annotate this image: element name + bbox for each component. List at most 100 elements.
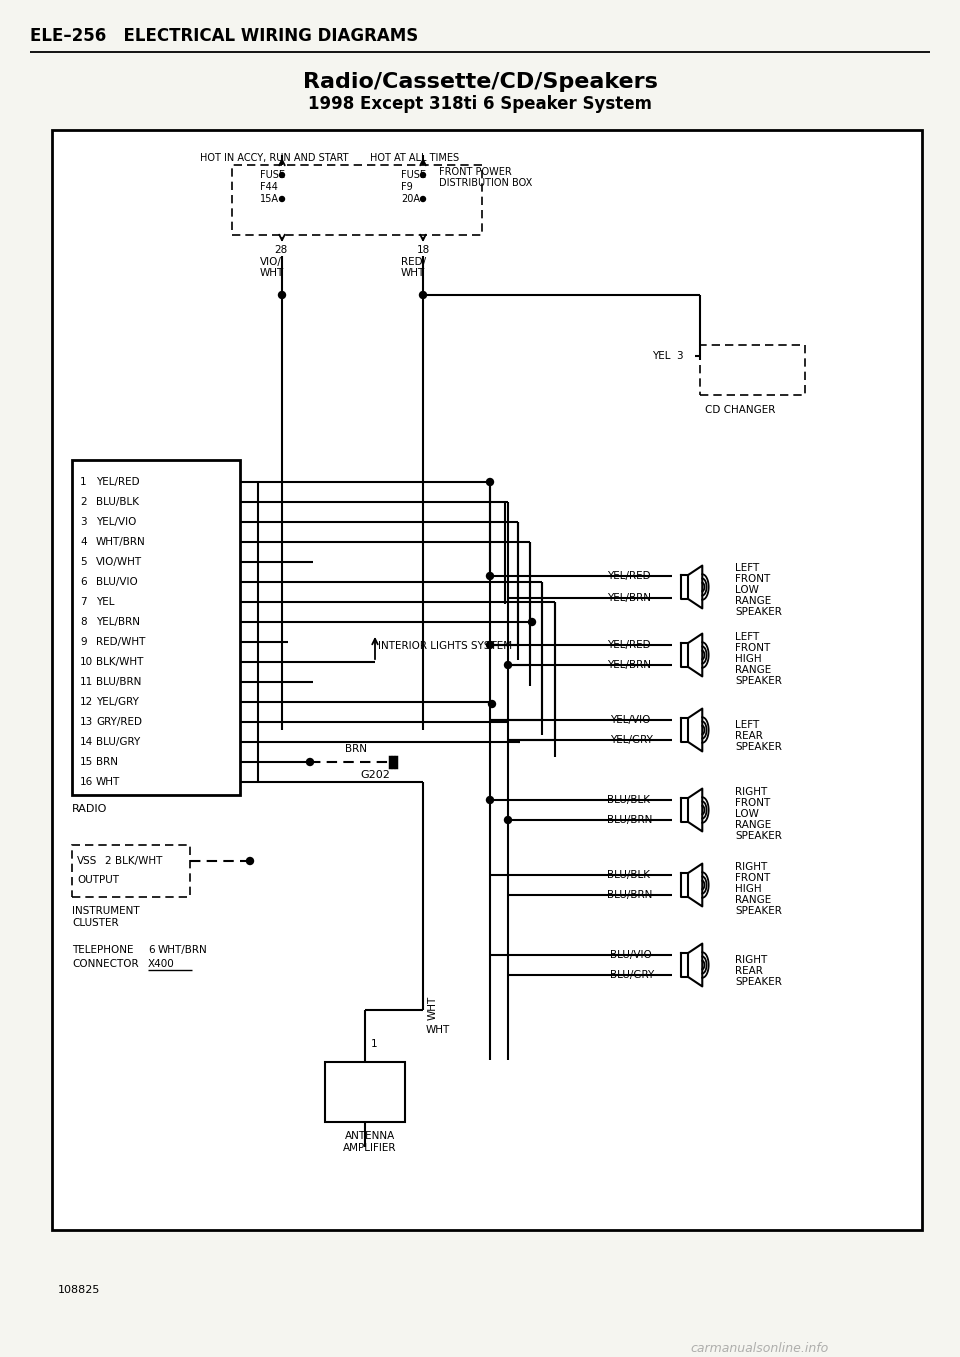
Text: INTERIOR LIGHTS SYSTEM: INTERIOR LIGHTS SYSTEM [378,641,512,651]
Text: RIGHT: RIGHT [735,862,767,873]
Text: DISTRIBUTION BOX: DISTRIBUTION BOX [439,178,532,189]
Circle shape [487,479,493,486]
Text: RANGE: RANGE [735,896,771,905]
Text: BLU/GRY: BLU/GRY [96,737,140,746]
Text: BLK/WHT: BLK/WHT [115,856,162,866]
Text: INSTRUMENT: INSTRUMENT [72,906,139,916]
Text: HIGH: HIGH [735,654,761,664]
Text: carmanualsonline.info: carmanualsonline.info [691,1342,829,1354]
Text: BLU/VIO: BLU/VIO [610,950,652,959]
Text: YEL/GRY: YEL/GRY [610,735,653,745]
Text: 4: 4 [80,537,86,547]
Bar [72,460,240,795]
Text: LEFT: LEFT [735,721,759,730]
Text: BLU/GRY: BLU/GRY [610,970,655,980]
Text: G202: G202 [360,769,390,780]
Text: 16: 16 [80,778,93,787]
Text: 1: 1 [371,1039,377,1049]
Text: 1998 Except 318ti 6 Speaker System: 1998 Except 318ti 6 Speaker System [308,95,652,113]
Text: 6: 6 [80,577,86,588]
Text: WHT: WHT [426,1025,450,1035]
Text: CONNECTOR: CONNECTOR [72,959,138,969]
Circle shape [420,197,425,201]
Circle shape [306,759,314,765]
Circle shape [505,817,512,824]
Bar [52,130,922,1229]
Text: BLU/BRN: BLU/BRN [607,816,653,825]
Text: 18: 18 [417,246,430,255]
Text: 20A: 20A [401,194,420,204]
Text: BLU/VIO: BLU/VIO [96,577,137,588]
Circle shape [420,292,426,299]
Circle shape [278,292,285,299]
Text: HOT AT ALL TIMES: HOT AT ALL TIMES [370,153,459,163]
Circle shape [505,661,512,669]
Text: FRONT: FRONT [735,873,770,883]
Text: OUTPUT: OUTPUT [77,875,119,885]
Text: 5: 5 [80,556,86,567]
Text: 1: 1 [80,478,86,487]
Text: 2: 2 [80,497,86,508]
Text: 8: 8 [80,617,86,627]
Text: RIGHT: RIGHT [735,787,767,797]
Text: 12: 12 [80,697,93,707]
Text: Radio/Cassette/CD/Speakers: Radio/Cassette/CD/Speakers [302,72,658,92]
Text: WHT: WHT [428,996,438,1020]
Text: YEL/RED: YEL/RED [607,571,651,581]
Text: 6: 6 [148,944,155,955]
Text: RANGE: RANGE [735,665,771,674]
Text: YEL  3: YEL 3 [652,351,684,361]
Bar [700,345,805,395]
Text: SPEAKER: SPEAKER [735,977,781,987]
Text: 11: 11 [80,677,93,687]
Text: FUSE: FUSE [401,170,426,180]
Text: F44: F44 [260,182,277,191]
Bar [232,166,482,235]
Bar [325,1063,405,1122]
Circle shape [529,619,536,626]
Text: YEL/BRN: YEL/BRN [96,617,140,627]
Text: LOW: LOW [735,585,758,594]
Text: FUSE: FUSE [260,170,285,180]
Text: BLU/BLK: BLU/BLK [607,870,650,879]
Text: LEFT: LEFT [735,563,759,573]
Text: HOT IN ACCY, RUN AND START: HOT IN ACCY, RUN AND START [200,153,348,163]
Text: ELE–256   ELECTRICAL WIRING DIAGRAMS: ELE–256 ELECTRICAL WIRING DIAGRAMS [30,27,419,45]
Text: YEL/VIO: YEL/VIO [610,715,650,725]
Text: ANTENNA: ANTENNA [345,1130,396,1141]
Text: HIGH: HIGH [735,883,761,894]
Text: 9: 9 [80,636,86,647]
Text: VIO/WHT: VIO/WHT [96,556,142,567]
Text: F9: F9 [401,182,413,191]
Circle shape [279,197,284,201]
Text: SPEAKER: SPEAKER [735,676,781,687]
Text: 28: 28 [274,246,287,255]
Text: WHT/BRN: WHT/BRN [158,944,207,955]
Text: FRONT: FRONT [735,643,770,653]
Text: 15A: 15A [260,194,279,204]
Text: REAR: REAR [735,731,763,741]
Text: 3: 3 [80,517,86,527]
Text: BLU/BLK: BLU/BLK [607,795,650,805]
Text: CD CHANGER: CD CHANGER [705,404,776,415]
Text: SPEAKER: SPEAKER [735,607,781,617]
Text: YEL: YEL [96,597,114,607]
Text: RADIO: RADIO [72,803,108,814]
Text: VSS: VSS [77,856,97,866]
Text: TELEPHONE: TELEPHONE [72,944,133,955]
Text: GRY/RED: GRY/RED [96,716,142,727]
Text: WHT: WHT [401,267,425,278]
Bar [72,845,190,897]
Text: BLU/BRN: BLU/BRN [96,677,141,687]
Text: WHT: WHT [96,778,120,787]
Circle shape [420,172,425,178]
Text: BRN: BRN [96,757,118,767]
Text: YEL/BRN: YEL/BRN [607,593,651,603]
Text: LOW: LOW [735,809,758,820]
Text: SPEAKER: SPEAKER [735,830,781,841]
Text: RED/: RED/ [401,256,426,267]
Text: BRN: BRN [345,744,367,754]
Text: FRONT: FRONT [735,798,770,807]
Text: FRONT: FRONT [735,574,770,584]
Text: BLU/BLK: BLU/BLK [96,497,139,508]
